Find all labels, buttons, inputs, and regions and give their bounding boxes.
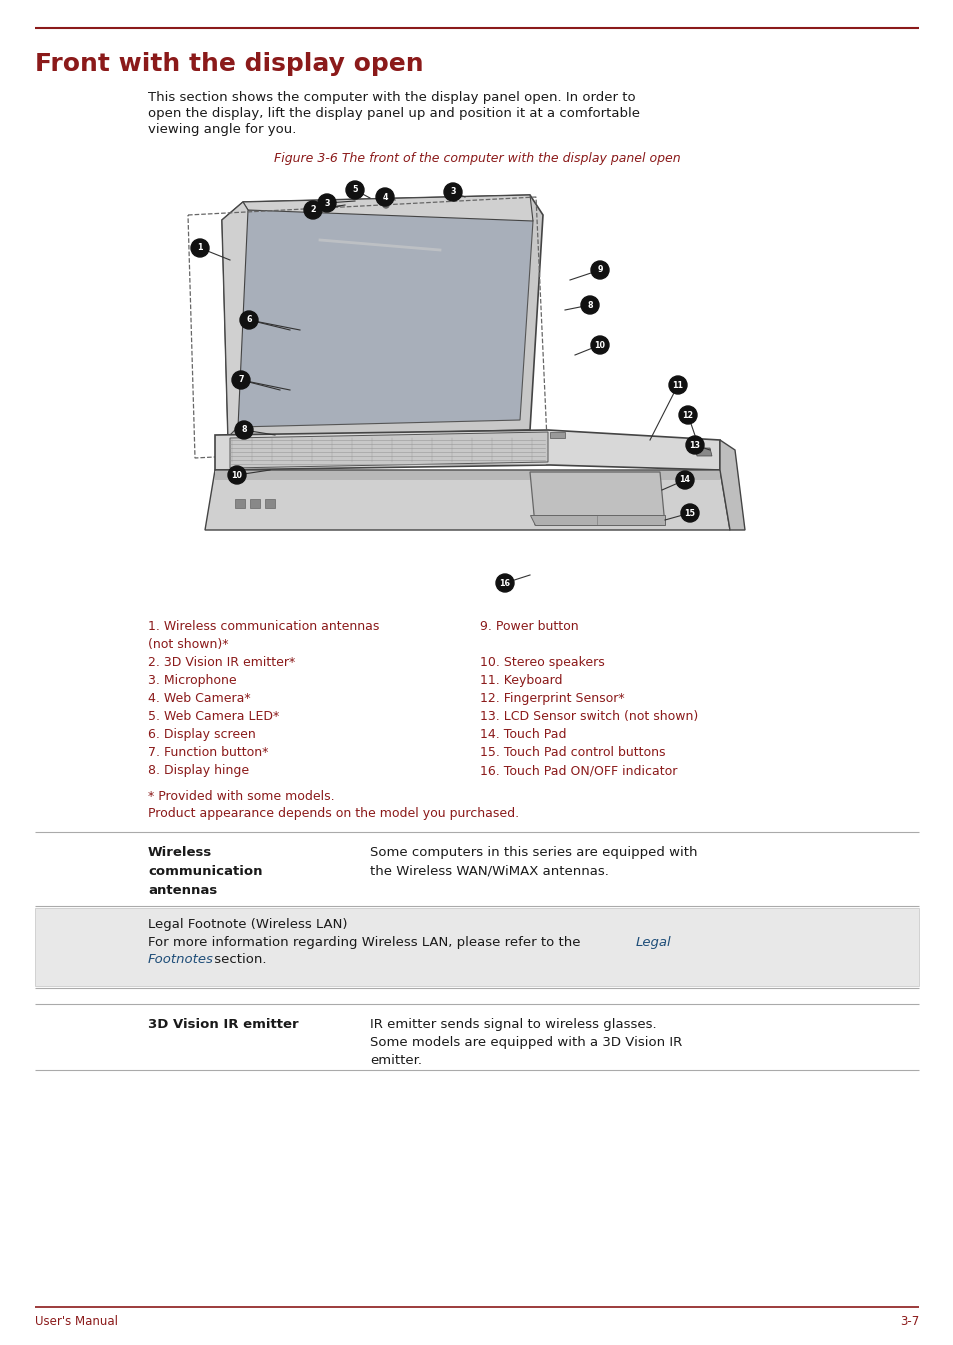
Text: 3. Microphone: 3. Microphone bbox=[148, 674, 236, 687]
Text: (not shown)*: (not shown)* bbox=[148, 638, 229, 651]
FancyBboxPatch shape bbox=[35, 908, 918, 986]
Polygon shape bbox=[232, 203, 533, 426]
Polygon shape bbox=[214, 471, 720, 480]
Text: 3-7: 3-7 bbox=[899, 1315, 918, 1328]
Text: 14. Touch Pad: 14. Touch Pad bbox=[479, 728, 566, 741]
Text: 7: 7 bbox=[238, 375, 244, 385]
Polygon shape bbox=[550, 432, 564, 438]
Text: 8: 8 bbox=[241, 425, 247, 434]
Text: 16: 16 bbox=[499, 578, 510, 588]
Circle shape bbox=[580, 296, 598, 313]
Text: Footnotes: Footnotes bbox=[148, 954, 213, 966]
Text: 5. Web Camera LED*: 5. Web Camera LED* bbox=[148, 710, 279, 724]
Text: 8: 8 bbox=[587, 300, 592, 309]
Circle shape bbox=[240, 311, 257, 330]
Polygon shape bbox=[214, 430, 720, 469]
Text: 15. Touch Pad control buttons: 15. Touch Pad control buttons bbox=[479, 746, 665, 759]
Polygon shape bbox=[250, 499, 260, 508]
Circle shape bbox=[346, 182, 364, 199]
Circle shape bbox=[496, 574, 514, 592]
Text: section.: section. bbox=[210, 954, 266, 966]
Circle shape bbox=[382, 202, 389, 208]
Text: 12. Fingerprint Sensor*: 12. Fingerprint Sensor* bbox=[479, 691, 624, 705]
Text: 10. Stereo speakers: 10. Stereo speakers bbox=[479, 656, 604, 668]
Text: 13. LCD Sensor switch (not shown): 13. LCD Sensor switch (not shown) bbox=[479, 710, 698, 724]
Text: IR emitter sends signal to wireless glasses.: IR emitter sends signal to wireless glas… bbox=[370, 1018, 656, 1032]
Circle shape bbox=[191, 239, 209, 257]
Polygon shape bbox=[205, 469, 729, 530]
Circle shape bbox=[228, 465, 246, 484]
Text: 4. Web Camera*: 4. Web Camera* bbox=[148, 691, 251, 705]
Text: 2: 2 bbox=[310, 206, 315, 214]
Text: 3: 3 bbox=[324, 199, 330, 207]
Text: Legal Footnote (Wireless LAN): Legal Footnote (Wireless LAN) bbox=[148, 919, 347, 931]
Polygon shape bbox=[243, 195, 533, 221]
Circle shape bbox=[676, 471, 693, 490]
Polygon shape bbox=[720, 440, 744, 530]
Text: 6: 6 bbox=[246, 316, 252, 324]
Text: 10: 10 bbox=[594, 340, 605, 350]
Text: User's Manual: User's Manual bbox=[35, 1315, 118, 1328]
Text: This section shows the computer with the display panel open. In order to: This section shows the computer with the… bbox=[148, 91, 635, 104]
Circle shape bbox=[680, 504, 699, 522]
Text: For more information regarding Wireless LAN, please refer to the: For more information regarding Wireless … bbox=[148, 936, 584, 950]
Text: Product appearance depends on the model you purchased.: Product appearance depends on the model … bbox=[148, 807, 518, 820]
Text: 1: 1 bbox=[197, 243, 203, 253]
Text: viewing angle for you.: viewing angle for you. bbox=[148, 122, 296, 136]
Text: 3D Vision IR emitter: 3D Vision IR emitter bbox=[148, 1018, 298, 1032]
Circle shape bbox=[590, 261, 608, 278]
Circle shape bbox=[317, 194, 335, 213]
Text: 9: 9 bbox=[597, 265, 602, 274]
Polygon shape bbox=[530, 515, 664, 525]
Text: Some models are equipped with a 3D Vision IR
emitter.: Some models are equipped with a 3D Visio… bbox=[370, 1036, 681, 1067]
Text: Some computers in this series are equipped with
the Wireless WAN/WiMAX antennas.: Some computers in this series are equipp… bbox=[370, 846, 697, 878]
Text: Wireless
communication
antennas: Wireless communication antennas bbox=[148, 846, 262, 897]
Text: 13: 13 bbox=[689, 441, 700, 449]
Text: 14: 14 bbox=[679, 476, 690, 484]
Text: * Provided with some models.: * Provided with some models. bbox=[148, 790, 335, 803]
Text: 11: 11 bbox=[672, 381, 682, 390]
Polygon shape bbox=[230, 432, 547, 468]
Text: 8. Display hinge: 8. Display hinge bbox=[148, 764, 249, 777]
Text: 5: 5 bbox=[352, 186, 357, 195]
Polygon shape bbox=[222, 202, 248, 437]
Text: 15: 15 bbox=[684, 508, 695, 518]
Circle shape bbox=[375, 188, 394, 206]
Text: Legal: Legal bbox=[636, 936, 671, 950]
Circle shape bbox=[590, 336, 608, 354]
Text: 4: 4 bbox=[382, 192, 387, 202]
Circle shape bbox=[443, 183, 461, 200]
Text: 10: 10 bbox=[232, 471, 242, 480]
Circle shape bbox=[679, 406, 697, 424]
Polygon shape bbox=[234, 499, 245, 508]
Text: Figure 3-6 The front of the computer with the display panel open: Figure 3-6 The front of the computer wit… bbox=[274, 152, 679, 165]
Text: 11. Keyboard: 11. Keyboard bbox=[479, 674, 562, 687]
Text: 12: 12 bbox=[681, 410, 693, 420]
Circle shape bbox=[685, 436, 703, 455]
Text: Front with the display open: Front with the display open bbox=[35, 52, 423, 77]
Text: 7. Function button*: 7. Function button* bbox=[148, 746, 268, 759]
Text: open the display, lift the display panel up and position it at a comfortable: open the display, lift the display panel… bbox=[148, 108, 639, 120]
Text: 1. Wireless communication antennas: 1. Wireless communication antennas bbox=[148, 620, 379, 633]
Text: 9. Power button: 9. Power button bbox=[479, 620, 578, 633]
Polygon shape bbox=[530, 472, 664, 525]
Polygon shape bbox=[222, 195, 542, 437]
Circle shape bbox=[234, 421, 253, 438]
Text: 3: 3 bbox=[450, 187, 456, 196]
Polygon shape bbox=[265, 499, 274, 508]
Circle shape bbox=[232, 371, 250, 389]
Text: 16. Touch Pad ON/OFF indicator: 16. Touch Pad ON/OFF indicator bbox=[479, 764, 677, 777]
Circle shape bbox=[668, 377, 686, 394]
Text: 6. Display screen: 6. Display screen bbox=[148, 728, 255, 741]
Polygon shape bbox=[695, 448, 711, 456]
Circle shape bbox=[304, 200, 322, 219]
Text: 2. 3D Vision IR emitter*: 2. 3D Vision IR emitter* bbox=[148, 656, 294, 668]
